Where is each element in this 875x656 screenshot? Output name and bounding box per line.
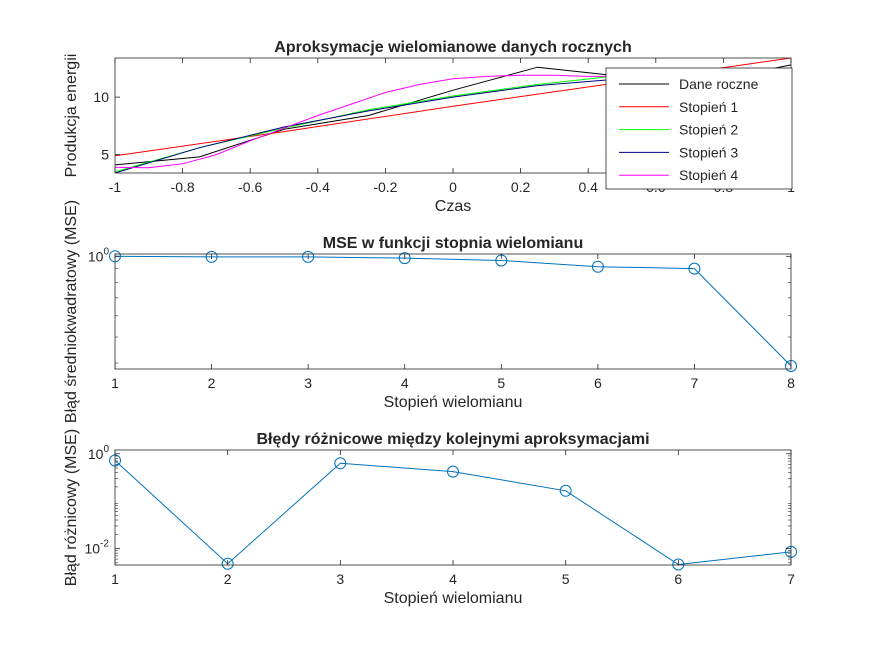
y-axis-label: Błąd średniokwadratowy (MSE) (63, 200, 80, 423)
data-point (672, 558, 685, 571)
x-axis-label: Czas (435, 198, 471, 215)
x-tick-label: 6 (674, 571, 682, 587)
chart-title: Aproksymacje wielomianowe danych rocznyc… (274, 39, 631, 56)
legend-label: Dane roczne (679, 76, 759, 92)
chart-2: 1 2 3 4 5 6 7 8 100 MSE w funkcji stopnia wielomi… (63, 200, 797, 423)
series-group (115, 255, 791, 367)
y-tick-label: 100 (88, 444, 110, 462)
x-tick-label: 7 (787, 571, 795, 587)
x-tick-label: -1 (109, 179, 122, 195)
legend-label: Stopień 4 (679, 167, 738, 183)
x-tick-label: -0.2 (373, 179, 397, 195)
legend-label: Stopień 2 (679, 122, 738, 138)
y-axis-label: Produkcja energii (63, 54, 80, 178)
x-tick-label: 3 (336, 571, 344, 587)
data-point (221, 557, 234, 570)
data-point (559, 484, 572, 497)
legend: Dane roczne Stopień 1 Stopień 2 Stopień 3 St… (605, 67, 793, 190)
series-line-1 (115, 255, 791, 367)
x-tick-label: 8 (787, 375, 795, 391)
legend-label: Stopień 3 (679, 144, 738, 160)
chart-3: 1 2 3 4 5 6 7 10-2 100 Błędy różnicowe między kol… (63, 429, 797, 607)
x-tick-label: 1 (111, 375, 119, 391)
data-point (398, 252, 411, 265)
x-tick-label: -0.6 (238, 179, 262, 195)
x-tick-label: 2 (208, 375, 216, 391)
data-point (688, 262, 701, 275)
x-tick-label: 4 (449, 571, 457, 587)
x-tick-label: 0 (449, 179, 457, 195)
x-tick-label: 4 (401, 375, 409, 391)
plot-area (115, 254, 791, 369)
y-tick-label: 10-2 (85, 539, 110, 557)
data-point (334, 457, 347, 470)
x-tick-label: 3 (304, 375, 312, 391)
legend-box (605, 67, 793, 190)
x-axis-label: Stopień wielomianu (384, 590, 523, 607)
data-point (591, 260, 604, 273)
x-tick-label: 0.2 (511, 179, 531, 195)
plot-area (115, 450, 791, 565)
x-tick-label: 5 (497, 375, 505, 391)
y-tick-label: 10 (93, 89, 109, 105)
x-tick-label: 0.4 (578, 179, 598, 195)
chart-title: MSE w funkcji stopnia wielomianu (323, 235, 583, 252)
chart-title: Błędy różnicowe między kolejnymi aproksy… (256, 431, 649, 448)
data-point (205, 250, 218, 263)
x-tick-label: -0.8 (171, 179, 195, 195)
y-axis-label: Błąd różnicowy (MSE) (63, 429, 80, 586)
legend-label: Stopień 1 (679, 99, 738, 115)
x-tick-label: 7 (691, 375, 699, 391)
x-tick-label: 5 (562, 571, 570, 587)
y-tick-label: 5 (101, 147, 109, 163)
x-tick-label: 6 (594, 375, 602, 391)
x-tick-label: 2 (224, 571, 232, 587)
y-tick-label: 100 (88, 246, 110, 264)
x-tick-label: 1 (111, 571, 119, 587)
axes-box (114, 253, 792, 370)
x-tick-label: -0.4 (306, 179, 330, 195)
x-axis-label: Stopień wielomianu (384, 394, 523, 411)
data-point (447, 465, 459, 478)
data-point (302, 250, 315, 263)
chart-1: -1-0.8-0.6-0.4-0.200.20.40.60.81510Aprok… (63, 39, 795, 215)
